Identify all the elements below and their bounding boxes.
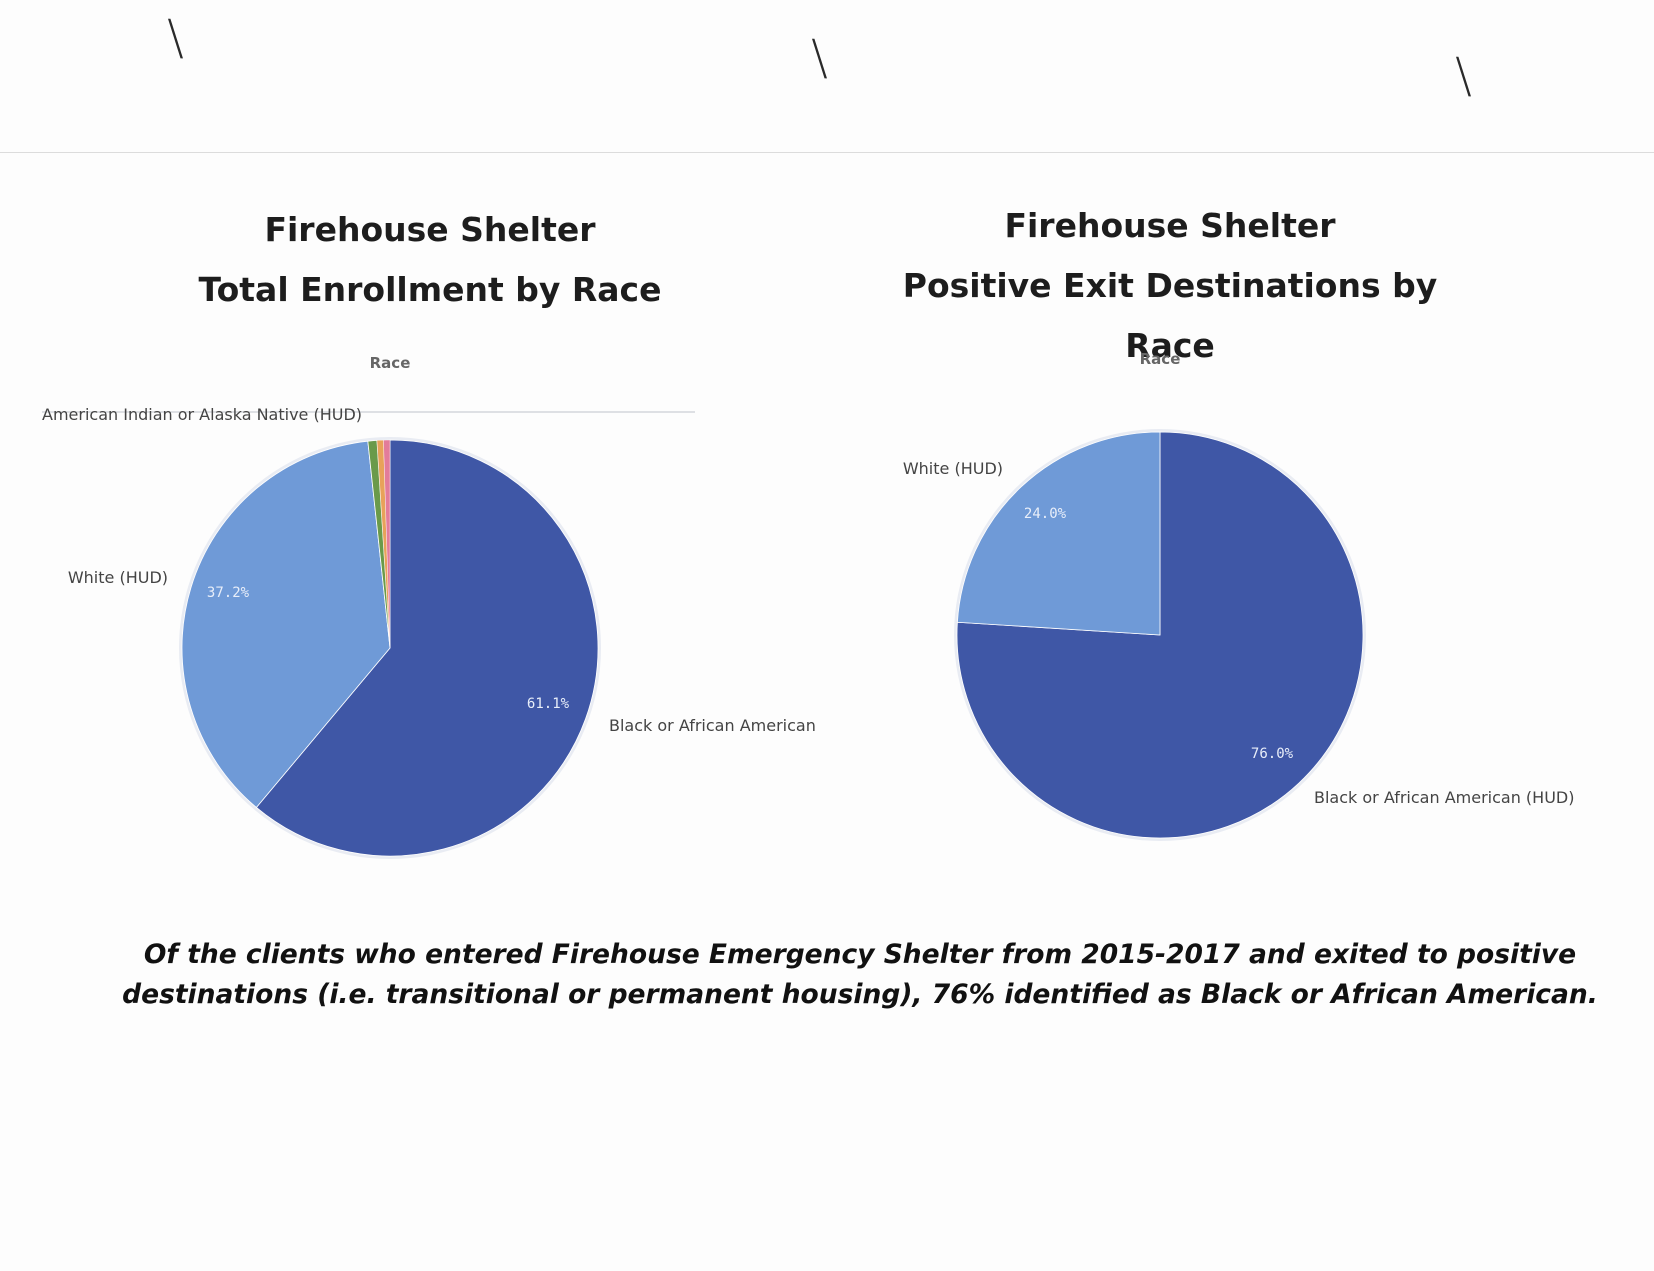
chart-title-right-line1: Firehouse Shelter (1004, 206, 1336, 245)
chart-title-right: Firehouse Shelter Positive Exit Destinat… (860, 196, 1480, 376)
chart-0-pct-label-1: 37.2% (207, 585, 250, 601)
chart-0-subtitle: Race (370, 354, 411, 372)
chart-1-slice-1 (956, 431, 1161, 636)
chart-0-category-label-0: Black or African American (609, 716, 816, 735)
chart-1-category-label-1: White (HUD) (903, 459, 1003, 478)
chart-title-left-line2: Total Enrollment by Race (198, 270, 662, 309)
footnote: Of the clients who entered Firehouse Eme… (120, 935, 1600, 1015)
chart-1-pct-label-1: 24.0% (1024, 506, 1067, 522)
chart-1-subtitle: Race (1140, 350, 1181, 368)
chart-0-category-label-2: American Indian or Alaska Native (HUD) (42, 405, 362, 424)
chart-0-category-label-1: White (HUD) (68, 568, 168, 587)
chart-title-left-line1: Firehouse Shelter (264, 210, 596, 249)
punch-hole-mark-right: ⧹ (1456, 52, 1471, 103)
chart-0-slice-0 (255, 439, 599, 857)
punch-hole-mark-left: ⧹ (168, 14, 183, 65)
footnote-line2: destinations (i.e. transitional or perma… (122, 979, 1598, 1010)
footnote-line1: Of the clients who entered Firehouse Eme… (143, 939, 1577, 970)
chart-0-slice-1 (181, 440, 391, 808)
punch-hole-mark-center: ⧹ (812, 34, 827, 85)
chart-0-slice-4 (383, 439, 391, 649)
chart-1-category-label-0: Black or African American (HUD) (1314, 788, 1574, 807)
fold-line (0, 152, 1654, 153)
chart-0-pct-label-0: 61.1% (527, 696, 570, 712)
chart-title-left: Firehouse Shelter Total Enrollment by Ra… (160, 200, 700, 320)
chart-title-right-line2: Positive Exit Destinations by Race (902, 266, 1438, 365)
chart-1-pct-label-0: 76.0% (1251, 746, 1294, 762)
